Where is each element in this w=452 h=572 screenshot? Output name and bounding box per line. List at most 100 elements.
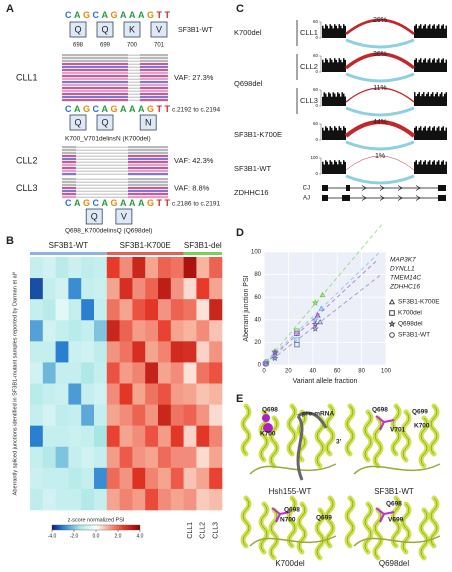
legend-entry: K700del: [398, 310, 422, 317]
heat-cell: [42, 446, 56, 469]
point: [389, 332, 395, 338]
read-row: [140, 66, 168, 69]
heat-cell: [106, 299, 120, 321]
read-row: [62, 99, 128, 102]
legend-entry: ZDHHC16: [389, 284, 420, 291]
point: [271, 348, 279, 356]
sequence: CAGCAGAAAGTT: [65, 198, 173, 208]
coverage: [435, 28, 437, 38]
coverage: [430, 130, 432, 140]
coverage: [335, 25, 337, 38]
coverage: [341, 92, 343, 106]
coverage: [432, 92, 434, 106]
structure: Q698 Q699 N700 K700del: [240, 495, 337, 568]
heat-cell: [119, 488, 133, 511]
helix-edge: [374, 417, 382, 467]
coverage: [322, 161, 324, 174]
coverage: [433, 160, 435, 174]
coverage: [340, 59, 342, 72]
column-label: CLL2: [200, 522, 207, 539]
residue-label: Q698: [262, 407, 278, 414]
read-row: [128, 149, 168, 152]
helix-edge: [270, 417, 278, 467]
coverage: [335, 96, 337, 106]
sequence: CAGCAGAAAGTT: [65, 10, 173, 20]
residue-box: [139, 114, 157, 131]
coverage: [326, 161, 328, 174]
heat-cell: [145, 446, 159, 469]
helix-edge: [402, 503, 410, 553]
read-row: [62, 146, 76, 149]
panel-letter: B: [6, 235, 14, 247]
coverage: [323, 130, 325, 140]
heat-cell: [119, 320, 133, 342]
heat-cell: [196, 362, 210, 384]
heat-cell: [94, 299, 108, 321]
heat-cell: [55, 257, 69, 279]
coverage: [439, 164, 441, 174]
residue-label: Q698: [284, 507, 300, 514]
heat-cell: [81, 425, 95, 448]
canonical-arc: [345, 38, 415, 49]
residue: V: [121, 211, 127, 221]
heat-cell: [170, 362, 184, 384]
coverage: [429, 96, 431, 106]
coverage: [444, 62, 446, 72]
read-row: [62, 187, 76, 190]
coverage: [332, 130, 334, 140]
heat-cell: [42, 467, 56, 490]
heat-cell: [106, 383, 120, 405]
heat-cell: [119, 341, 133, 363]
coverage: [418, 127, 420, 140]
heat-cell: [94, 467, 108, 490]
x-tick-label: 40: [309, 369, 316, 375]
coverage: [331, 96, 333, 106]
heat-cell: [145, 362, 159, 384]
read-row: [128, 193, 168, 196]
coverage: [420, 96, 422, 106]
heat-cell: [145, 320, 159, 342]
group-header: SF3B1-WT: [49, 241, 89, 250]
coverage: [441, 127, 443, 140]
junction-arc: [344, 119, 416, 138]
residue-label: Q698: [386, 501, 402, 508]
heat-cell: [132, 362, 146, 384]
helix-edge: [326, 497, 334, 547]
gene-label: ZDHHC16: [234, 188, 269, 197]
heat-cell: [106, 446, 120, 469]
read-row: [140, 54, 168, 57]
read-row: [128, 155, 168, 158]
coverage: [329, 160, 331, 174]
coverage: [445, 161, 447, 174]
coverage: [323, 62, 325, 72]
heat-cell: [145, 488, 159, 511]
panel-letter: D: [236, 227, 244, 239]
read-row: [140, 99, 168, 102]
coverage: [344, 25, 346, 38]
heat-cell: [106, 362, 120, 384]
junction-arc: [345, 155, 415, 171]
coverage: [435, 93, 437, 106]
heat-cell: [209, 383, 223, 405]
read-row: [62, 155, 76, 158]
helix-edge: [242, 405, 250, 455]
canonical-arc: [345, 174, 415, 185]
point: [318, 305, 325, 311]
heat-cell: [119, 299, 133, 321]
heat-cell: [132, 425, 146, 448]
label: SF3B1-WT: [178, 27, 213, 34]
helix-edge: [364, 411, 372, 461]
genotype-label: SF3B1-WT: [234, 164, 272, 173]
coverage: [344, 59, 346, 72]
heat-cell: [81, 446, 95, 469]
heat-cell: [68, 299, 82, 321]
residue-label: 3': [336, 439, 342, 446]
coverage: [415, 58, 417, 72]
read-row: [62, 54, 128, 57]
heat-cell: [106, 488, 120, 511]
read-row: [128, 173, 168, 176]
strand-arrow: [397, 185, 403, 191]
heat-cell: [209, 425, 223, 448]
heat-cell: [196, 299, 210, 321]
heat-cell: [196, 383, 210, 405]
